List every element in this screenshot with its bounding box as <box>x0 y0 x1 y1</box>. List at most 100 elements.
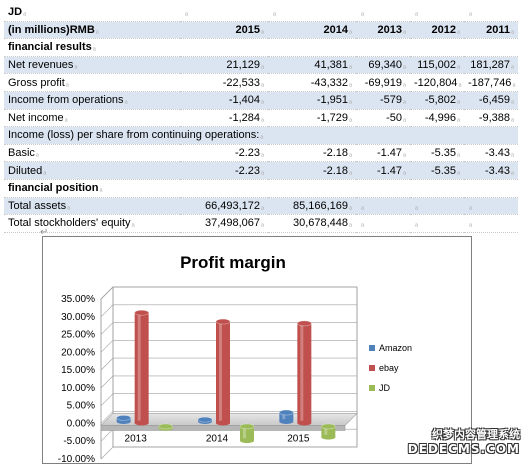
value-cell: -22,533ₐ <box>180 73 268 92</box>
table-section-position: financial positionₐ <box>4 179 518 198</box>
cell-mark-icon: ₐ <box>349 25 352 35</box>
cell-mark-icon: ₐ <box>260 131 264 141</box>
chart-x-axis: 2013 2014 2015 <box>125 433 310 444</box>
chart-gridline <box>100 393 114 406</box>
cell-mark-icon: ₐ <box>457 96 460 106</box>
value-cell: -69,919ₐ <box>356 73 410 92</box>
chart-bar-base <box>279 418 294 424</box>
chart-gridline <box>100 322 114 335</box>
value-cell: 66,493,172ₐ <box>180 197 268 216</box>
value-cell-text: -2.23 <box>234 164 261 177</box>
chart-bar-highlight <box>243 426 246 441</box>
value-cell-text: -2.23 <box>234 147 261 160</box>
table-header-row: (in millions)RMBₐ 2015ₐ 2014ₐ 2013ₐ 2012ₐ 201… <box>4 21 518 40</box>
legend-label: Amazon <box>379 343 412 353</box>
value-cell-text: -1.47 <box>376 147 403 160</box>
value-cell-text: -579 <box>379 94 403 107</box>
cell-mark-icon: ₐ <box>361 219 364 229</box>
cell-mark-icon: ₐ <box>469 219 472 229</box>
year-header-text: 2013 <box>377 23 403 36</box>
chart-bar-highlight <box>324 426 328 438</box>
cell-mark-icon: ₐ <box>361 201 364 211</box>
value-cell: -2.23ₐ <box>180 144 268 163</box>
row-label-text: Diluted <box>8 164 43 177</box>
cell-mark-icon: ₐ <box>403 149 406 159</box>
chart-bar-cap <box>297 320 312 327</box>
value-cell-text: -43,332 <box>310 76 349 89</box>
row-label-text: Gross profit <box>8 76 65 89</box>
watermark-line1: 织梦内容管理系统 <box>432 428 520 441</box>
value-cell: 181,287ₐ <box>464 56 518 75</box>
chart-bar-base <box>134 420 149 426</box>
cell-mark-icon: ₐ <box>95 25 99 35</box>
row-label: Total assetsₐ <box>4 197 180 216</box>
value-cell-text: -50 <box>386 111 403 124</box>
value-cell-text: 181,287 <box>470 59 511 72</box>
value-cell: -1,284ₐ <box>180 109 268 128</box>
row-label-text: Net income <box>8 111 64 124</box>
chart-bar-body <box>297 323 312 423</box>
paragraph-mark-icon: ↵ <box>40 227 49 238</box>
value-cell-text: -1,951 <box>316 94 349 107</box>
row-label-text: Total stockholders' equity <box>8 217 131 230</box>
table-row-company: JDₐ ₐ ₐ ₐ ₐ ₐ <box>4 4 518 22</box>
table-row: Gross profitₐ -22,533ₐ -43,332ₐ -69,919ₐ -12… <box>4 73 518 92</box>
cell-mark-icon: ₐ <box>261 61 264 71</box>
chart-bar-cap <box>134 309 149 316</box>
value-cell-text: 115,002 <box>417 59 457 72</box>
cell-mark-icon: ₐ <box>361 8 364 18</box>
chart-y-tick-label: 15.00% <box>61 365 95 376</box>
chart-bar-jd-2015 <box>321 423 336 440</box>
empty-cell: ₐ <box>356 4 410 22</box>
value-cell-text: 85,166,169 <box>292 199 349 212</box>
value-cell: -1,729ₐ <box>268 109 356 128</box>
section-label-text: financial results <box>8 41 92 54</box>
empty-cell: ₐ <box>410 197 464 216</box>
value-cell-text: 69,340 <box>368 59 403 72</box>
value-cell-text: -5.35 <box>430 147 457 160</box>
chart-canvas: Profit margin 35.00% 30.00% 25.00% 20.00% 15… <box>58 253 412 463</box>
cell-mark-icon: ₐ <box>261 219 264 229</box>
cell-mark-icon: ₐ <box>65 78 69 88</box>
cell-mark-icon: ₐ <box>511 113 514 123</box>
chart-bar-ebay-2014 <box>215 318 231 426</box>
cell-mark-icon: ₐ <box>511 25 514 35</box>
chart-gridline <box>100 411 114 424</box>
value-cell-text: 21,129 <box>226 59 261 72</box>
cell-mark-icon: ₐ <box>457 166 460 176</box>
chart-gridline <box>100 304 114 317</box>
value-cell-text: -3.43 <box>484 164 511 177</box>
chart-y-tick-label: 35.00% <box>61 294 95 305</box>
cell-mark-icon: ₐ <box>403 96 406 106</box>
legend-swatch <box>369 385 375 391</box>
company-name: JDₐ <box>4 4 180 22</box>
value-cell: -120,804ₐ <box>410 73 464 92</box>
chart-bar-amazon-2015 <box>279 409 294 424</box>
chart-bar-highlight <box>137 312 141 423</box>
chart-bar-body <box>279 412 294 422</box>
chart-bar-base <box>240 438 254 444</box>
chart-bars <box>116 309 336 444</box>
value-cell: -2.18ₐ <box>268 161 356 180</box>
chart-bar-cap <box>197 416 213 423</box>
cell-mark-icon: ₐ <box>261 96 264 106</box>
value-cell: -2.18ₐ <box>268 144 356 163</box>
cell-mark-icon: ₐ <box>23 8 27 18</box>
value-cell-text: -69,919 <box>364 76 403 89</box>
cell-mark-icon: ₐ <box>349 78 352 88</box>
chart-bar-amazon-2014 <box>197 416 213 424</box>
row-label: Basicₐ <box>4 144 180 163</box>
cell-mark-icon: ₐ <box>99 184 103 194</box>
cell-mark-icon: ₐ <box>511 166 514 176</box>
row-label: Gross profitₐ <box>4 73 180 92</box>
year-header: 2012ₐ <box>410 21 464 40</box>
cell-mark-icon: ₐ <box>261 25 264 35</box>
table-row: Total assetsₐ 66,493,172ₐ 85,166,169ₐ ₐ ₐ ₐ <box>4 197 518 216</box>
chart-bar-base <box>321 434 336 440</box>
chart-y-tick-label: 25.00% <box>61 330 95 341</box>
cell-mark-icon: ₐ <box>457 25 460 35</box>
chart-y-tick-label: 30.00% <box>61 312 95 323</box>
chart-bar-cap <box>279 409 294 416</box>
row-label: Income (loss) per share from continuing … <box>4 126 518 145</box>
row-label: Total stockholders' equityₐ <box>4 214 180 233</box>
